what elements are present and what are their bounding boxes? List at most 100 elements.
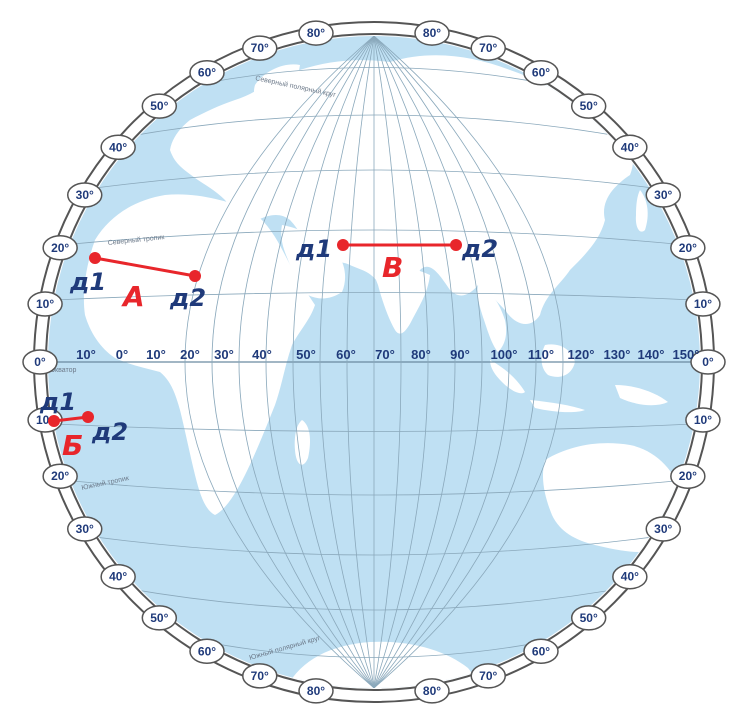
lat-left-s-4-text: 50°: [150, 611, 168, 625]
lat-left-n-0: 80°: [298, 20, 334, 46]
lat-right-equator-text: 0°: [702, 355, 714, 369]
lon-label-7: 60°: [336, 347, 356, 362]
segment-c-label-d2: д2: [461, 235, 498, 263]
lat-left-s-5-badge: [189, 638, 225, 665]
lat-left-n-7: 10°: [27, 291, 63, 317]
equator-label: Экватор: [50, 367, 76, 374]
lat-right-s-6: 70°: [470, 663, 506, 689]
scandinavia: [253, 64, 300, 116]
lat-left-n-0-badge: [298, 20, 334, 46]
lon-label-8: 70°: [375, 347, 395, 362]
java: [530, 400, 585, 413]
lat-left-n-1-text: 70°: [251, 41, 269, 55]
lat-right-n-5-text: 30°: [654, 188, 672, 202]
lat-right-s-0-text: 10°: [694, 413, 712, 427]
sumatra: [490, 360, 525, 394]
lat-right-s-2: 30°: [645, 516, 682, 542]
lat-left-s-5-text: 60°: [198, 644, 216, 658]
lat-right-n-5-badge: [645, 182, 682, 208]
lat-left-n-1: 70°: [242, 35, 278, 61]
lat-left-equator: 0°: [22, 349, 58, 375]
lon-label-4: 30°: [214, 347, 234, 362]
lat-right-n-2-text: 60°: [532, 66, 550, 80]
lat-right-n-1: 70°: [470, 35, 506, 61]
lon-label-12: 110°: [528, 347, 554, 362]
africa: [83, 194, 315, 515]
lat-left-n-3-badge: [141, 93, 178, 119]
lat-right-s-6-badge: [470, 663, 506, 689]
lat-left-s-6-badge: [242, 663, 278, 689]
lon-label-3: 20°: [180, 347, 200, 362]
lat-left-s-6: 70°: [242, 663, 278, 689]
lat-left-s-1-text: 20°: [51, 469, 69, 483]
lat-right-n-0-badge: [414, 20, 450, 46]
lat-right-s-4-badge: [570, 605, 607, 631]
arabian-peninsula: [281, 225, 346, 299]
lat-right-s-7: 80°: [414, 678, 450, 704]
lat-left-s-2: 30°: [66, 516, 103, 542]
antarctica: [285, 641, 477, 688]
segment-c-name: В: [382, 251, 403, 284]
lat-right-n-6-badge: [670, 235, 706, 261]
segment-b-label-d2: д2: [91, 418, 128, 446]
lat-left-s-3: 40°: [100, 563, 136, 590]
lat-left-s-6-text: 70°: [251, 669, 269, 683]
latitude-badges: 80° 70° 60° 50° 40° 30° 20° 10° 0° 10° 20° 30° 40° 50…: [22, 20, 726, 704]
lat-right-s-5: 60°: [523, 638, 559, 665]
lat-left-s-7-text: 80°: [307, 684, 325, 698]
lat-right-equator-badge: [690, 349, 726, 375]
lat-right-n-7: 10°: [685, 291, 721, 317]
lat-left-n-6-badge: [42, 235, 78, 261]
lat-left-n-1-badge: [242, 35, 278, 61]
segment-a: д1 д2 А: [69, 252, 206, 313]
lat-right-s-2-text: 30°: [654, 522, 672, 536]
lat-right-n-4-text: 40°: [621, 140, 639, 154]
lat-right-n-1-badge: [470, 35, 506, 61]
lat-left-equator-text: 0°: [34, 355, 46, 369]
segment-c: д1 д2 В: [295, 235, 498, 284]
lon-label-0: 10°: [76, 347, 96, 362]
graticule: [48, 36, 700, 688]
lat-right-s-3-text: 40°: [621, 570, 639, 584]
lon-label-2: 10°: [146, 347, 166, 362]
lat-right-n-0: 80°: [414, 20, 450, 46]
lon-label-1: 0°: [116, 347, 128, 362]
japan: [635, 190, 648, 232]
lat-left-equator-badge: [22, 349, 58, 375]
segment-a-line: [94, 256, 196, 278]
lon-label-5: 40°: [252, 347, 272, 362]
segment-a-point-2: [189, 270, 201, 282]
lat-right-n-3-badge: [570, 93, 607, 119]
segment-c-point-1: [337, 239, 349, 251]
lat-right-s-0-badge: [685, 407, 721, 433]
lat-right-n-4: 40°: [612, 134, 648, 161]
lon-label-9: 80°: [411, 347, 431, 362]
lat-right-n-6-text: 20°: [679, 241, 697, 255]
borneo: [541, 344, 575, 377]
lat-left-n-2: 60°: [189, 59, 225, 86]
lat-left-n-4-badge: [100, 134, 136, 161]
longitude-labels: 10° 0° 10° 20° 30° 40° 50° 60° 70° 80° 90° 100° 110°…: [76, 347, 699, 362]
segment-a-name: А: [121, 280, 145, 313]
lat-left-s-3-badge: [100, 563, 136, 590]
lat-left-n-0-text: 80°: [307, 26, 325, 40]
lat-right-n-4-badge: [612, 134, 648, 161]
lon-label-13: 120°: [568, 347, 595, 362]
segment-b-label-d1: д1: [39, 388, 76, 416]
segment-c-label-d1: д1: [295, 235, 332, 263]
lat-left-s-5: 60°: [189, 638, 225, 665]
lat-left-n-4: 40°: [100, 134, 136, 161]
lat-right-n-1-text: 70°: [479, 41, 497, 55]
lat-left-n-5-text: 30°: [76, 188, 94, 202]
lat-right-s-3-badge: [612, 563, 648, 590]
lat-right-s-5-badge: [523, 638, 559, 665]
lat-right-n-7-text: 10°: [694, 297, 712, 311]
lat-right-s-1-text: 20°: [679, 469, 697, 483]
lat-left-n-7-text: 10°: [36, 297, 54, 311]
lat-left-n-2-badge: [189, 59, 225, 86]
lat-right-s-4: 50°: [570, 605, 607, 631]
lon-label-6: 50°: [296, 347, 316, 362]
lat-right-s-2-badge: [645, 516, 682, 542]
lon-label-11: 100°: [491, 347, 518, 362]
lat-right-n-2: 60°: [523, 59, 559, 86]
